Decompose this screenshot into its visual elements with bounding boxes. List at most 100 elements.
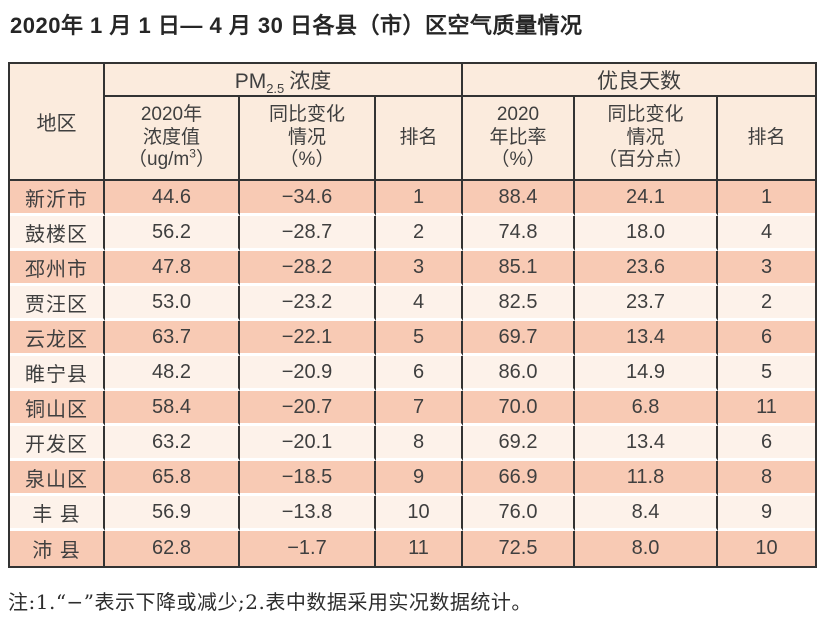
ratio-cell: 69.2 (463, 426, 575, 461)
ratio-rank-cell: 11 (718, 391, 815, 426)
pm-rank-cell: 5 (376, 321, 463, 356)
pm-value-cell: 62.8 (105, 531, 240, 566)
pm-value-cell: 63.2 (105, 426, 240, 461)
pm-change-cell: −20.9 (240, 356, 376, 391)
pm-change-cell: −20.7 (240, 391, 376, 426)
header-group-row: 地区 PM2.5 浓度 优良天数 (10, 64, 815, 181)
table-row: 泉山区 65.8 −18.5 9 66.9 11.8 8 (10, 461, 815, 496)
pm-value-cell: 47.8 (105, 251, 240, 286)
pm25-label-subscript: 2.5 (266, 80, 285, 96)
table-row: 邳州市 47.8 −28.2 3 85.1 23.6 3 (10, 251, 815, 286)
ratio-rank-cell: 8 (718, 461, 815, 496)
pm-change-cell: −23.2 (240, 286, 376, 321)
region-cell: 开发区 (10, 426, 105, 461)
pm-value-cell: 53.0 (105, 286, 240, 321)
pm-rank-cell: 11 (376, 531, 463, 566)
ratio-change-cell: 8.0 (575, 531, 718, 566)
ratio-rank-cell: 6 (718, 426, 815, 461)
ratio-cell: 88.4 (463, 181, 575, 216)
region-cell: 云龙区 (10, 321, 105, 356)
ratio-rank-cell: 1 (718, 181, 815, 216)
page-title: 2020年 1 月 1 日— 4 月 30 日各县（市）区空气质量情况 (10, 13, 583, 38)
table-row: 新沂市 44.6 −34.6 1 88.4 24.1 1 (10, 181, 815, 216)
ratio-change-cell: 13.4 (575, 321, 718, 356)
ratio-change-cell: 23.6 (575, 251, 718, 286)
pm25-label-base: PM (234, 69, 267, 93)
table-row: 云龙区 63.7 −22.1 5 69.7 13.4 6 (10, 321, 815, 356)
region-cell: 泉山区 (10, 461, 105, 496)
ratio-rank-cell: 2 (718, 286, 815, 321)
region-cell: 铜山区 (10, 391, 105, 426)
ratio-change-cell: 18.0 (575, 216, 718, 251)
ratio-change-cell: 11.8 (575, 461, 718, 496)
ratio-cell: 66.9 (463, 461, 575, 496)
region-cell: 睢宁县 (10, 356, 105, 391)
table-row: 丰 县 56.9 −13.8 10 76.0 8.4 9 (10, 496, 815, 531)
region-cell: 邳州市 (10, 251, 105, 286)
data-table: 地区 PM2.5 浓度 优良天数 2020年 浓度值 （ug/m3） 同比变化 情… (10, 64, 815, 566)
ratio-change-cell: 24.1 (575, 181, 718, 216)
header-sub-row: 2020年 浓度值 （ug/m3） 同比变化 情况 （%） 排名 2020 年比… (10, 97, 815, 181)
column-group-good-days: 优良天数 (463, 64, 815, 97)
pm25-label-tail: 浓度 (289, 69, 332, 93)
pm-rank-cell: 7 (376, 391, 463, 426)
pm-change-cell: −13.8 (240, 496, 376, 531)
ratio-change-cell: 6.8 (575, 391, 718, 426)
column-group-pm25: PM2.5 浓度 (105, 64, 463, 97)
ratio-rank-cell: 5 (718, 356, 815, 391)
ratio-rank-cell: 9 (718, 496, 815, 531)
table-row: 睢宁县 48.2 −20.9 6 86.0 14.9 5 (10, 356, 815, 391)
pm-value-cell: 56.2 (105, 216, 240, 251)
ratio-rank-cell: 10 (718, 531, 815, 566)
pm-value-cell: 44.6 (105, 181, 240, 216)
pm-rank-cell: 8 (376, 426, 463, 461)
pm-change-cell: −22.1 (240, 321, 376, 356)
pm-change-cell: −1.7 (240, 531, 376, 566)
table-row: 铜山区 58.4 −20.7 7 70.0 6.8 11 (10, 391, 815, 426)
column-header-pm-value: 2020年 浓度值 （ug/m3） (105, 97, 240, 181)
region-cell: 鼓楼区 (10, 216, 105, 251)
pm-value-cell: 48.2 (105, 356, 240, 391)
ratio-rank-cell: 4 (718, 216, 815, 251)
ratio-rank-cell: 3 (718, 251, 815, 286)
pm-value-cell: 58.4 (105, 391, 240, 426)
ratio-change-cell: 13.4 (575, 426, 718, 461)
ratio-change-cell: 23.7 (575, 286, 718, 321)
column-header-ratio-change: 同比变化 情况 （百分点） (575, 97, 718, 181)
region-cell: 贾汪区 (10, 286, 105, 321)
ratio-cell: 69.7 (463, 321, 575, 356)
region-cell: 丰 县 (10, 496, 105, 531)
region-cell: 新沂市 (10, 181, 105, 216)
pm-change-cell: −18.5 (240, 461, 376, 496)
pm-change-cell: −20.1 (240, 426, 376, 461)
pm-value-cell: 65.8 (105, 461, 240, 496)
ratio-cell: 72.5 (463, 531, 575, 566)
pm-value-cell: 63.7 (105, 321, 240, 356)
pm-change-cell: −28.7 (240, 216, 376, 251)
ratio-cell: 86.0 (463, 356, 575, 391)
footnote: 注:1.“−”表示下降或减少;2.表中数据采用实况数据统计。 (8, 590, 532, 614)
column-header-ratio-rank: 排名 (718, 97, 815, 181)
column-header-pm-rank: 排名 (376, 97, 463, 181)
pm-rank-cell: 1 (376, 181, 463, 216)
ratio-change-cell: 8.4 (575, 496, 718, 531)
column-header-region: 地区 (10, 64, 105, 181)
column-header-pm-change: 同比变化 情况 （%） (240, 97, 376, 181)
table-row: 鼓楼区 56.2 −28.7 2 74.8 18.0 4 (10, 216, 815, 251)
region-cell: 沛 县 (10, 531, 105, 566)
ratio-rank-cell: 6 (718, 321, 815, 356)
pm-change-cell: −34.6 (240, 181, 376, 216)
pm-value-cell: 56.9 (105, 496, 240, 531)
ratio-cell: 70.0 (463, 391, 575, 426)
ratio-change-cell: 14.9 (575, 356, 718, 391)
ratio-cell: 82.5 (463, 286, 575, 321)
column-header-ratio: 2020 年比率 （%） (463, 97, 575, 181)
table-row: 沛 县 62.8 −1.7 11 72.5 8.0 10 (10, 531, 815, 566)
pm-rank-cell: 4 (376, 286, 463, 321)
pm-rank-cell: 9 (376, 461, 463, 496)
cubic-meter-superscript: 3 (189, 147, 196, 162)
table-row: 贾汪区 53.0 −23.2 4 82.5 23.7 2 (10, 286, 815, 321)
pm-rank-cell: 2 (376, 216, 463, 251)
pm-rank-cell: 10 (376, 496, 463, 531)
